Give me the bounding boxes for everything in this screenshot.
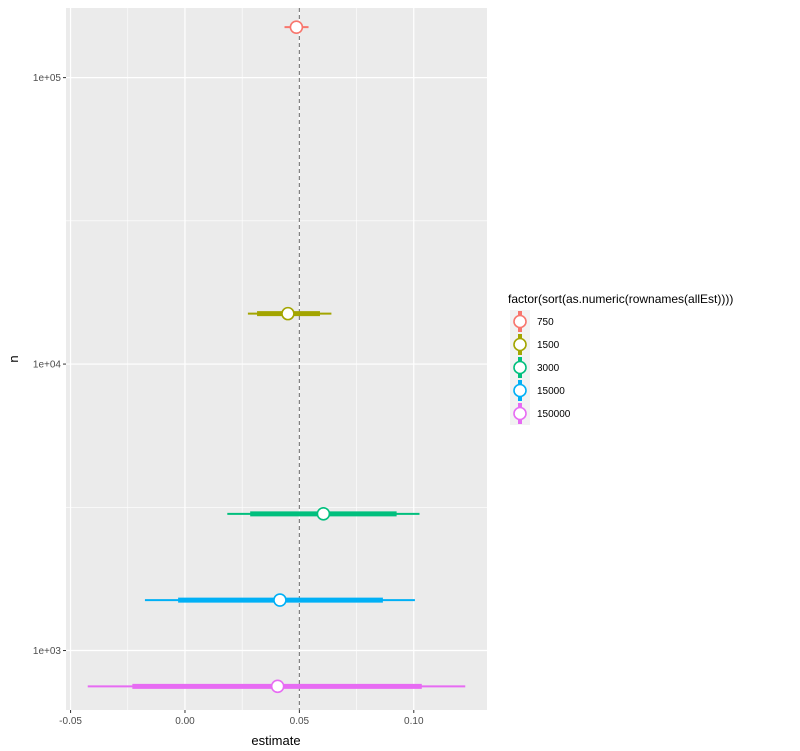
legend-label: 1500 xyxy=(537,340,560,351)
x-tick-label: 0.05 xyxy=(290,716,310,727)
legend-key-point xyxy=(513,406,527,421)
estimate-point xyxy=(273,593,287,607)
plot-panel xyxy=(66,8,487,710)
estimate-point xyxy=(289,20,304,34)
y-axis: 1e+03 1e+04 1e+05 xyxy=(33,73,66,657)
major-gridlines xyxy=(66,8,487,710)
y-tick-label: 1e+04 xyxy=(33,360,62,371)
y-tick-label: 1e+03 xyxy=(33,646,62,657)
x-tick-label: 0.10 xyxy=(404,716,424,727)
x-tick-label: 0.00 xyxy=(175,716,195,727)
estimate-point xyxy=(281,306,295,321)
legend-label: 15000 xyxy=(537,386,565,397)
legend-key-point xyxy=(513,337,527,352)
y-tick-label: 1e+05 xyxy=(33,73,62,84)
legend-label: 3000 xyxy=(537,363,560,374)
estimate-point xyxy=(316,507,331,521)
point-group xyxy=(270,20,331,694)
legend-label: 150000 xyxy=(537,409,571,420)
x-tick-label: -0.05 xyxy=(59,716,82,727)
x-axis: -0.05 0.00 0.05 0.10 xyxy=(59,710,424,727)
minor-gridlines xyxy=(66,8,487,710)
legend-label: 750 xyxy=(537,317,554,328)
legend-key-point xyxy=(513,360,527,375)
x-axis-title: estimate xyxy=(251,733,300,748)
y-axis-title: n xyxy=(6,355,21,362)
legend-keys: 750 1500 3000 15000 150000 xyxy=(510,310,571,425)
estimate-point xyxy=(270,679,285,694)
legend-key-point xyxy=(513,383,527,398)
legend-key-point xyxy=(513,314,527,329)
legend-title: factor(sort(as.numeric(rownames(allEst))… xyxy=(508,292,733,306)
legend: factor(sort(as.numeric(rownames(allEst))… xyxy=(508,292,733,425)
